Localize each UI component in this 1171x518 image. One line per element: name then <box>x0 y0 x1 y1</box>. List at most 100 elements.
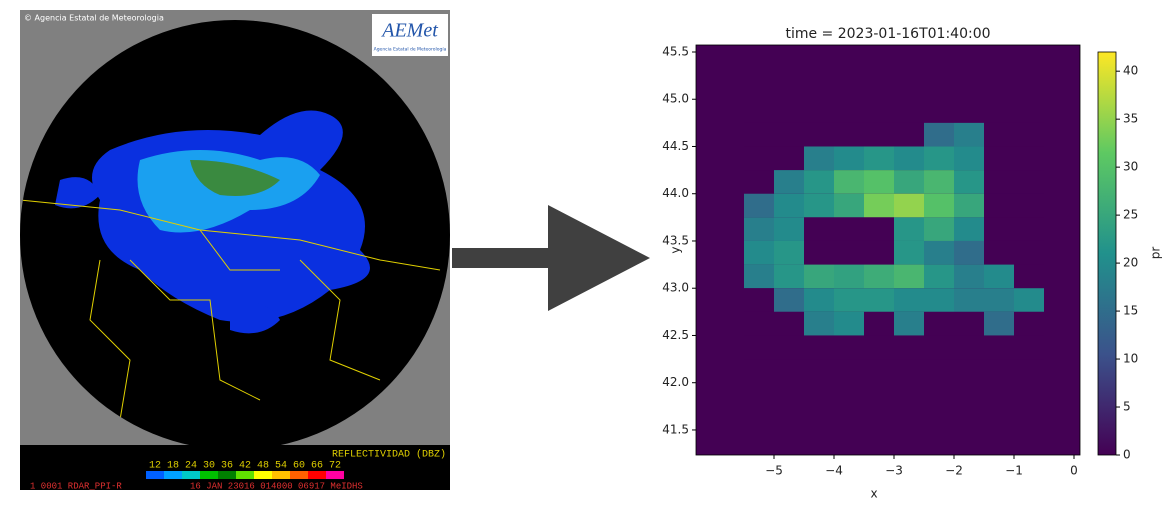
chart-title: time = 2023-01-16T01:40:00 <box>785 26 990 42</box>
heat-cell <box>984 311 1014 336</box>
heat-cell <box>804 122 834 147</box>
heat-cell <box>744 122 774 147</box>
radar-echoes <box>20 110 441 421</box>
plot-frame <box>695 44 1081 456</box>
colorbar-tick-label: 25 <box>1123 208 1138 222</box>
colorbar-tick-label: 20 <box>1123 256 1138 270</box>
scale-label: 60 <box>293 461 305 472</box>
scale-swatch <box>254 471 272 479</box>
scale-label: 66 <box>311 461 323 472</box>
heat-cell <box>744 240 774 265</box>
heat-cell <box>864 335 894 360</box>
heat-cell <box>744 288 774 312</box>
y-tick-label: 42.0 <box>662 375 689 389</box>
heat-cell <box>954 264 984 289</box>
heat-cell <box>924 240 954 265</box>
scale-swatch <box>290 471 308 479</box>
colorbar-tick-label: 35 <box>1123 112 1138 126</box>
y-tick-label: 44.5 <box>662 139 689 153</box>
heat-cell <box>894 240 924 265</box>
heat-cell <box>834 122 864 147</box>
heat-cell <box>1014 217 1044 241</box>
heat-cell <box>924 311 954 336</box>
heat-cell <box>864 288 894 312</box>
x-tick-label: −5 <box>765 464 783 478</box>
heat-cell <box>744 311 774 336</box>
footer-right: 16 JAN 23016 014000 06917 MeIDHS <box>190 481 363 491</box>
heat-cell <box>864 193 894 218</box>
footer-left: 1 0001 RDAR_PPI-R <box>30 481 122 491</box>
heat-cell <box>954 240 984 265</box>
heat-cell <box>804 146 834 171</box>
credit: © Agencia Estatal de Meteorologia <box>24 14 164 23</box>
heat-cell <box>834 264 864 289</box>
heat-cell <box>984 193 1014 218</box>
heat-cell <box>1014 193 1044 218</box>
heat-cell <box>774 264 804 289</box>
heat-cell <box>1014 311 1044 336</box>
scale-title: REFLECTIVIDAD (DBZ) <box>332 449 446 461</box>
heat-cell <box>744 170 774 194</box>
heat-cell <box>924 122 954 147</box>
y-axis-label: y <box>669 246 683 253</box>
scale-label: 18 <box>167 461 179 472</box>
heat-cell <box>774 288 804 312</box>
scale-label: 36 <box>221 461 233 472</box>
y-tick-label: 43.0 <box>662 281 689 295</box>
x-tick-label: −1 <box>1005 464 1023 478</box>
logo-box <box>372 14 448 56</box>
heat-cell <box>954 335 984 360</box>
scale-swatch <box>218 471 236 479</box>
heat-cell <box>954 217 984 241</box>
heat-cell <box>1014 264 1044 289</box>
logo: AEMet <box>380 20 438 42</box>
heat-cell <box>1014 146 1044 171</box>
x-axis-label: x <box>870 487 877 501</box>
heat-cell <box>1014 240 1044 265</box>
heat-cell <box>774 146 804 171</box>
scale-swatch <box>326 471 344 479</box>
heat-cell <box>984 122 1014 147</box>
heat-cell <box>774 193 804 218</box>
heat-cell <box>804 217 834 241</box>
scale-label: 54 <box>275 461 287 472</box>
heat-cell <box>834 311 864 336</box>
y-tick-label: 45.5 <box>662 44 689 58</box>
colorbar-tick-label: 40 <box>1123 64 1138 78</box>
heat-cell <box>954 122 984 147</box>
colorbar-tick-label: 30 <box>1123 160 1138 174</box>
heat-cell <box>774 335 804 360</box>
radar-image: AEMet Agencia Estatal de Meteorología © … <box>20 10 450 491</box>
scale-label: 42 <box>239 461 251 472</box>
heat-cell <box>834 170 864 194</box>
heat-cell <box>1014 335 1044 360</box>
heat-cell <box>804 311 834 336</box>
heat-cell <box>924 264 954 289</box>
scale-label: 72 <box>329 461 341 472</box>
heat-cell <box>864 217 894 241</box>
scale-label: 48 <box>257 461 269 472</box>
colorbar-tick-label: 0 <box>1123 448 1131 462</box>
heat-cell <box>984 335 1014 360</box>
heat-cell <box>834 193 864 218</box>
scale-swatch <box>200 471 218 479</box>
heat-cell <box>924 193 954 218</box>
colorbar <box>1097 51 1117 456</box>
arrow <box>452 205 650 311</box>
heat-cell <box>984 217 1014 241</box>
heat-cell <box>894 170 924 194</box>
heat-cell <box>984 240 1014 265</box>
x-tick-label: −4 <box>825 464 843 478</box>
heat-cell <box>924 217 954 241</box>
heat-cell <box>894 122 924 147</box>
radar-footer <box>20 445 450 490</box>
y-tick-label: 41.5 <box>662 422 689 436</box>
heat-cell <box>954 170 984 194</box>
heat-cell <box>834 335 864 360</box>
colorbar-tick-label: 15 <box>1123 304 1138 318</box>
heat-cell <box>954 193 984 218</box>
heat-cell <box>834 288 864 312</box>
scale-swatch <box>272 471 290 479</box>
heat-cell <box>804 264 834 289</box>
y-tick-label: 42.5 <box>662 328 689 342</box>
